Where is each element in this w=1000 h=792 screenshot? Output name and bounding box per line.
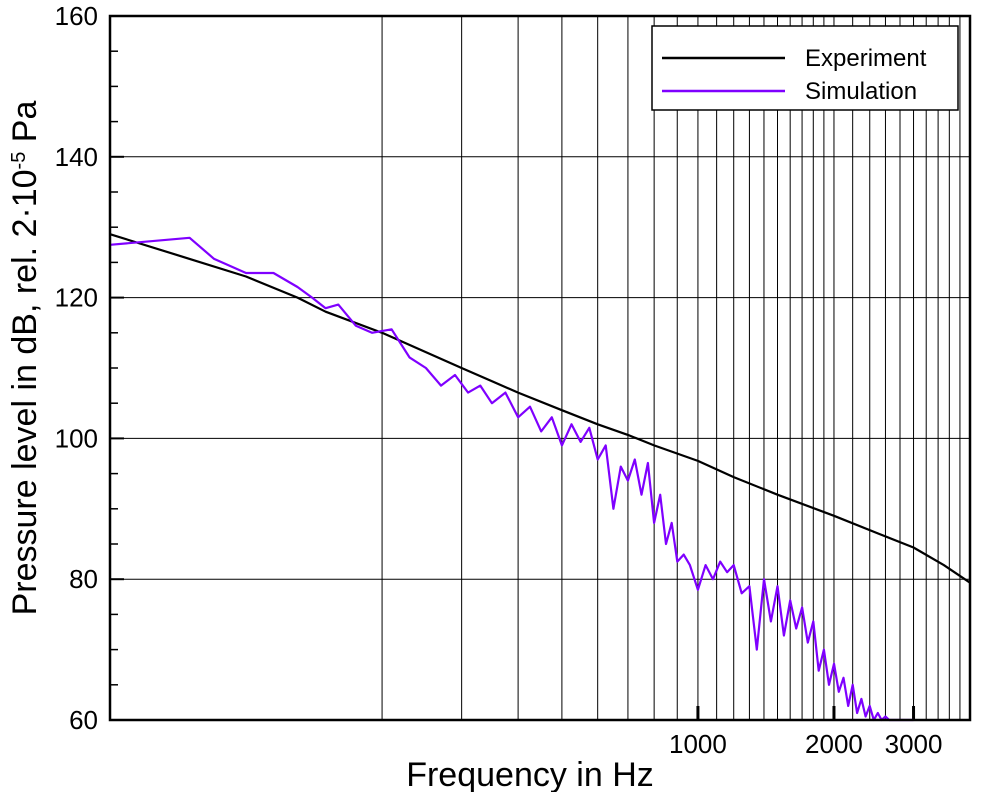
- y-tick-label: 160: [55, 1, 98, 31]
- y-axis-title-unit: Pa: [6, 101, 44, 152]
- legend-label-simulation: Simulation: [805, 78, 917, 105]
- y-axis-title: Pressure level in dB, rel. 2·10-5 Pa: [6, 101, 44, 616]
- y-tick-label: 100: [55, 423, 98, 453]
- x-tick-label: 3000: [885, 729, 943, 759]
- legend-label-experiment: Experiment: [805, 45, 927, 72]
- y-axis-title-main: Pressure level in dB, rel. 2·10: [6, 169, 44, 615]
- y-tick-label: 120: [55, 283, 98, 313]
- series-layer: [109, 233, 971, 722]
- y-tick-label: 60: [69, 705, 98, 735]
- legend-box: [651, 25, 959, 111]
- x-tick-label: 1000: [669, 729, 727, 759]
- y-tick-label: 140: [55, 142, 98, 172]
- series-line-simulation: [109, 236, 914, 722]
- x-tick-label: 2000: [805, 729, 863, 759]
- y-axis-title-exponent: -5: [8, 152, 30, 170]
- grid-lines: [110, 15, 970, 721]
- legend: Experiment Simulation: [651, 25, 959, 111]
- series-line-experiment: [109, 233, 971, 584]
- y-tick-label: 80: [69, 564, 98, 594]
- plot-frame: [108, 14, 972, 722]
- tick-labels: 60 80 100 120 140 160 1000 2000 3000: [55, 1, 943, 759]
- x-axis-title: Frequency in Hz: [406, 756, 654, 792]
- axis-ticks: [110, 15, 916, 721]
